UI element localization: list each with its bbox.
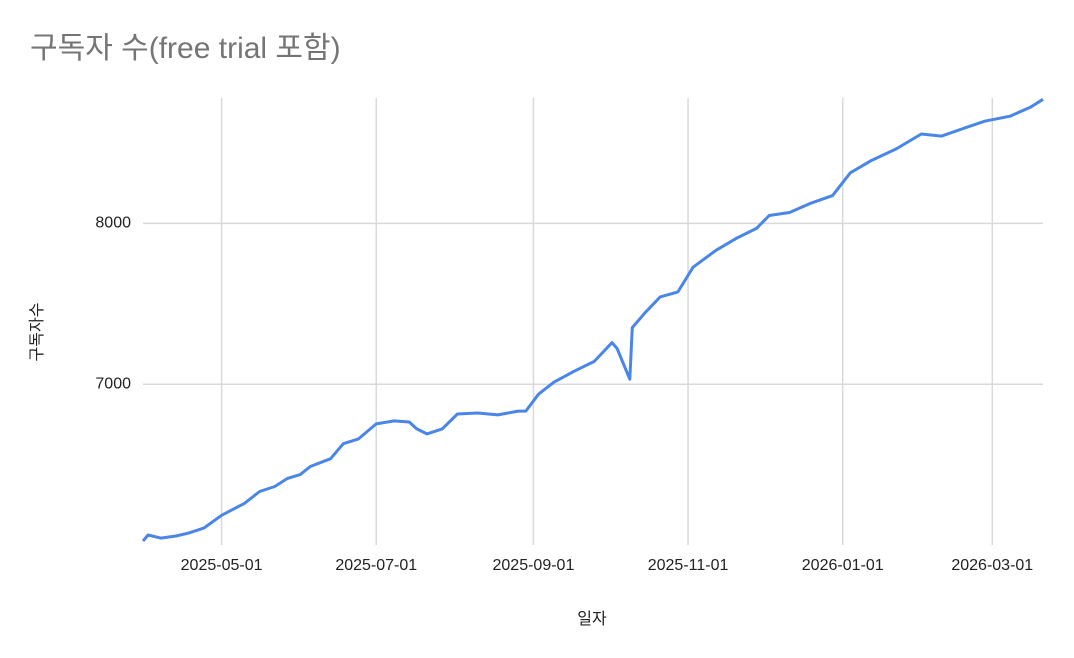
x-tick-label: 2025-09-01 [493, 557, 575, 574]
x-tick-label: 2026-03-01 [951, 557, 1033, 574]
y-tick-label: 7000 [95, 375, 131, 392]
x-tick-label: 2026-01-01 [802, 557, 884, 574]
chart-title: 구독자 수(free trial 포함) [30, 32, 341, 65]
x-tick-label: 2025-07-01 [335, 557, 417, 574]
y-axis-title: 구독자수 [28, 303, 46, 362]
x-tick-label: 2025-05-01 [181, 557, 263, 574]
x-axis-title: 일자 [577, 610, 607, 628]
x-tick-label: 2025-11-01 [648, 557, 729, 574]
data-line [141, 98, 1044, 542]
y-tick-label: 8000 [95, 215, 131, 232]
